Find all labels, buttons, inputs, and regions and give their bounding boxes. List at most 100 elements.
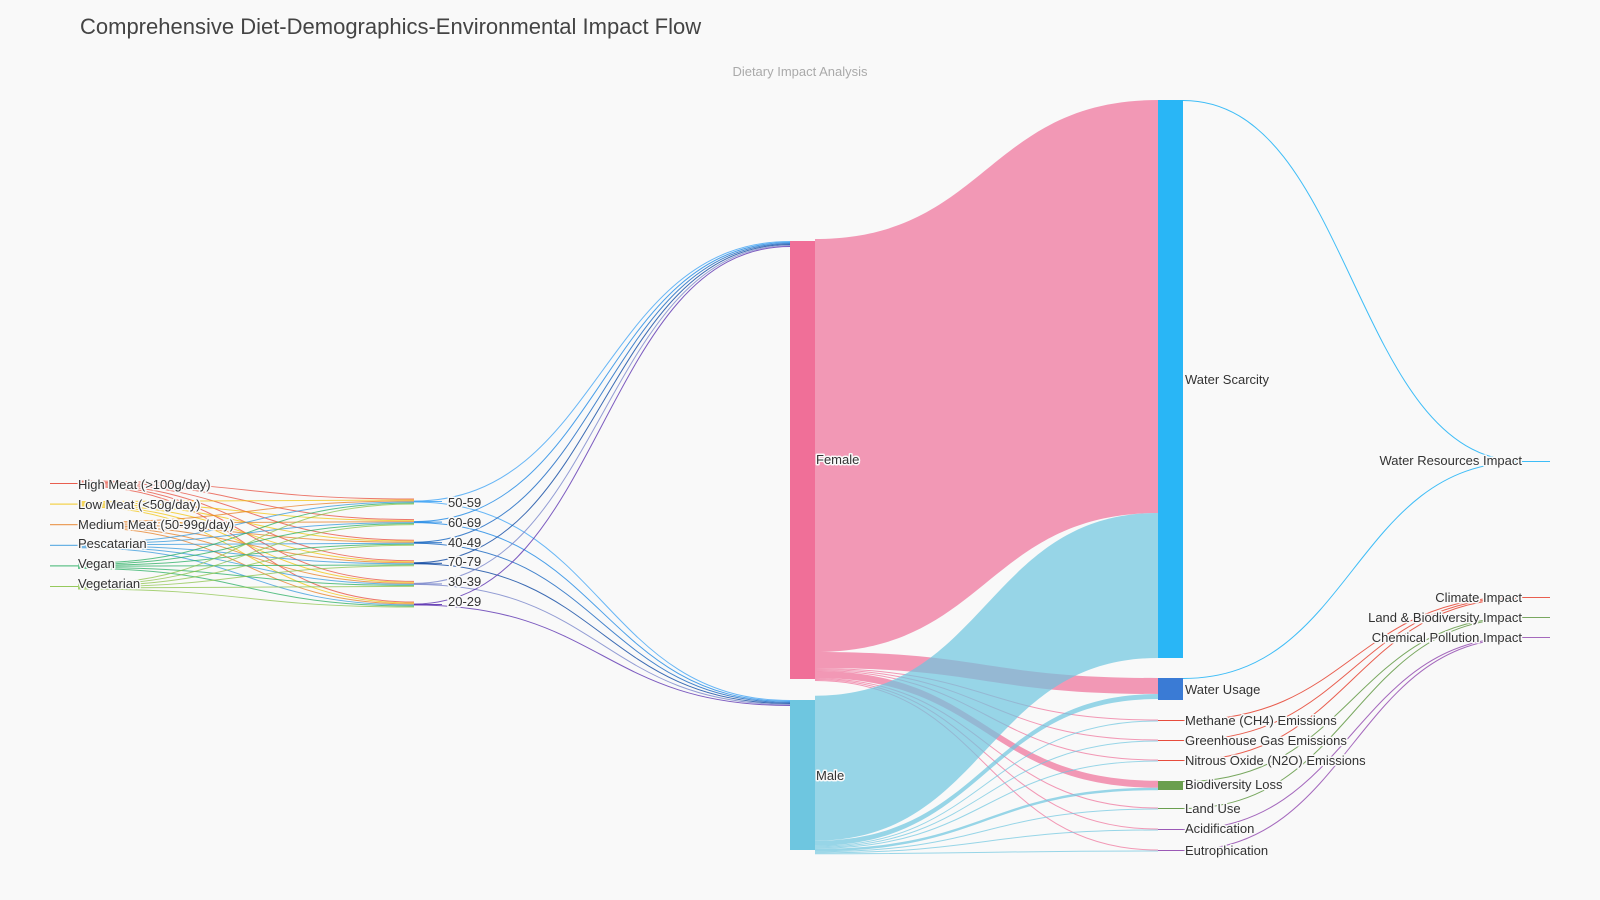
node-label-halo-ghg: Greenhouse Gas Emissions [1185, 733, 1347, 748]
link-land_use-to-land_bio[interactable] [1182, 617, 1523, 809]
node-biodiversity[interactable] [1158, 781, 1183, 790]
link-age_40_49-to-female[interactable] [413, 243, 791, 543]
link-water_usage-to-water_resources[interactable] [1182, 461, 1523, 679]
link-male-to-methane[interactable] [814, 720, 1159, 847]
node-pescatarian[interactable] [50, 544, 78, 546]
link-age_20_29-to-male[interactable] [413, 604, 791, 706]
link-age_50_59-to-male[interactable] [413, 501, 791, 701]
link-vegetarian-to-age_50_59[interactable] [77, 503, 415, 585]
node-vegetarian[interactable] [50, 586, 78, 587]
link-male-to-water_usage[interactable] [815, 694, 1158, 846]
node-water_scarcity[interactable] [1158, 100, 1183, 658]
node-label-halo-water_resources: Water Resources Impact [1379, 453, 1522, 468]
link-male-to-ghg[interactable] [814, 740, 1159, 848]
node-age_60_69[interactable] [414, 521, 442, 523]
nodes-layer [50, 100, 1550, 851]
link-methane-to-climate[interactable] [1182, 596, 1523, 721]
labels-layer: High Meat (>100g/day)High Meat (>100g/da… [77, 371, 1524, 860]
node-label-halo-age_50_59: 50-59 [448, 495, 481, 510]
link-male-to-acidification[interactable] [814, 829, 1159, 854]
link-low_meat-to-age_50_59[interactable] [77, 499, 415, 503]
link-male-to-n2o[interactable] [814, 760, 1159, 849]
node-label-halo-n2o: Nitrous Oxide (N2O) Emissions [1185, 753, 1366, 768]
link-vegetarian-to-age_70_79[interactable] [77, 565, 415, 588]
node-label-halo-age_20_29: 20-29 [448, 594, 481, 609]
node-acidification[interactable] [1158, 829, 1183, 830]
link-ghg-to-climate[interactable] [1182, 597, 1523, 741]
node-label-halo-acidification: Acidification [1185, 821, 1254, 836]
node-age_20_29[interactable] [414, 604, 442, 605]
node-label-age_60_69: 60-69 [448, 515, 481, 530]
link-vegetarian-to-age_30_39[interactable] [77, 585, 415, 589]
node-label-water_scarcity: Water Scarcity [1185, 372, 1270, 387]
link-water_scarcity-to-water_resources[interactable] [1182, 100, 1523, 462]
link-age_40_49-to-male[interactable] [413, 542, 791, 703]
node-eutrophication[interactable] [1158, 850, 1183, 851]
link-age_50_59-to-female[interactable] [413, 241, 791, 502]
link-age_20_29-to-female[interactable] [413, 246, 791, 605]
node-high_meat[interactable] [50, 483, 78, 484]
link-age_60_69-to-female[interactable] [413, 242, 791, 523]
link-male-to-eutrophication[interactable] [814, 850, 1159, 855]
node-label-pescatarian: Pescatarian [78, 536, 147, 551]
node-label-land_bio: Land & Biodiversity Impact [1368, 610, 1522, 625]
node-label-halo-chemical: Chemical Pollution Impact [1372, 630, 1523, 645]
node-methane[interactable] [1158, 720, 1183, 721]
link-biodiversity-to-land_bio[interactable] [1182, 616, 1523, 782]
link-vegetarian-to-age_20_29[interactable] [77, 588, 415, 608]
node-label-male: Male [816, 768, 844, 783]
node-label-age_30_39: 30-39 [448, 574, 481, 589]
link-acidification-to-chemical[interactable] [1182, 636, 1523, 830]
node-label-climate: Climate Impact [1435, 590, 1522, 605]
node-age_70_79[interactable] [414, 562, 442, 564]
link-pescatarian-to-age_50_59[interactable] [77, 501, 415, 544]
node-medium_meat[interactable] [50, 524, 78, 526]
node-label-halo-vegan: Vegan [78, 556, 115, 571]
node-water_resources[interactable] [1522, 461, 1550, 462]
node-label-halo-age_70_79: 70-79 [448, 554, 481, 569]
link-eutrophication-to-chemical[interactable] [1182, 637, 1523, 851]
node-chemical[interactable] [1522, 637, 1550, 638]
node-label-methane: Methane (CH4) Emissions [1185, 713, 1337, 728]
node-label-halo-methane: Methane (CH4) Emissions [1185, 713, 1337, 728]
link-medium_meat-to-age_50_59[interactable] [77, 500, 415, 523]
link-female-to-water_scarcity[interactable] [815, 100, 1158, 652]
link-vegetarian-to-age_60_69[interactable] [77, 524, 415, 586]
node-water_usage[interactable] [1158, 678, 1183, 700]
link-male-to-water_scarcity[interactable] [815, 513, 1158, 841]
link-age_60_69-to-male[interactable] [413, 522, 791, 702]
link-age_30_39-to-male[interactable] [413, 583, 791, 705]
link-vegan-to-age_50_59[interactable] [77, 502, 415, 564]
node-vegan[interactable] [50, 565, 78, 567]
link-age_70_79-to-female[interactable] [413, 244, 791, 564]
node-label-halo-age_60_69: 60-69 [448, 515, 481, 530]
link-male-to-land_use[interactable] [814, 808, 1159, 853]
node-age_50_59[interactable] [414, 501, 442, 502]
link-age_70_79-to-male[interactable] [413, 563, 791, 704]
node-label-water_resources: Water Resources Impact [1379, 453, 1522, 468]
node-label-age_40_49: 40-49 [448, 535, 481, 550]
node-age_40_49[interactable] [414, 542, 442, 544]
node-label-acidification: Acidification [1185, 821, 1254, 836]
node-male[interactable] [790, 700, 815, 850]
node-land_use[interactable] [1158, 808, 1183, 809]
node-n2o[interactable] [1158, 760, 1183, 761]
node-age_30_39[interactable] [414, 583, 442, 585]
chart-title: Comprehensive Diet-Demographics-Environm… [80, 14, 702, 39]
link-n2o-to-climate[interactable] [1182, 598, 1523, 761]
node-label-halo-high_meat: High Meat (>100g/day) [78, 477, 211, 492]
link-male-to-biodiversity[interactable] [815, 787, 1158, 852]
node-ghg[interactable] [1158, 740, 1183, 741]
link-vegetarian-to-age_40_49[interactable] [77, 544, 415, 587]
node-label-n2o: Nitrous Oxide (N2O) Emissions [1185, 753, 1366, 768]
node-label-low_meat: Low Meat (<50g/day) [78, 497, 200, 512]
node-label-halo-male: Male [816, 768, 844, 783]
node-label-halo-age_30_39: 30-39 [448, 574, 481, 589]
link-age_30_39-to-female[interactable] [413, 245, 791, 584]
node-climate[interactable] [1522, 597, 1550, 598]
node-label-biodiversity: Biodiversity Loss [1185, 777, 1283, 792]
node-low_meat[interactable] [50, 503, 78, 505]
node-land_bio[interactable] [1522, 617, 1550, 618]
link-high_meat-to-age_50_59[interactable] [77, 480, 415, 500]
node-female[interactable] [790, 241, 815, 679]
